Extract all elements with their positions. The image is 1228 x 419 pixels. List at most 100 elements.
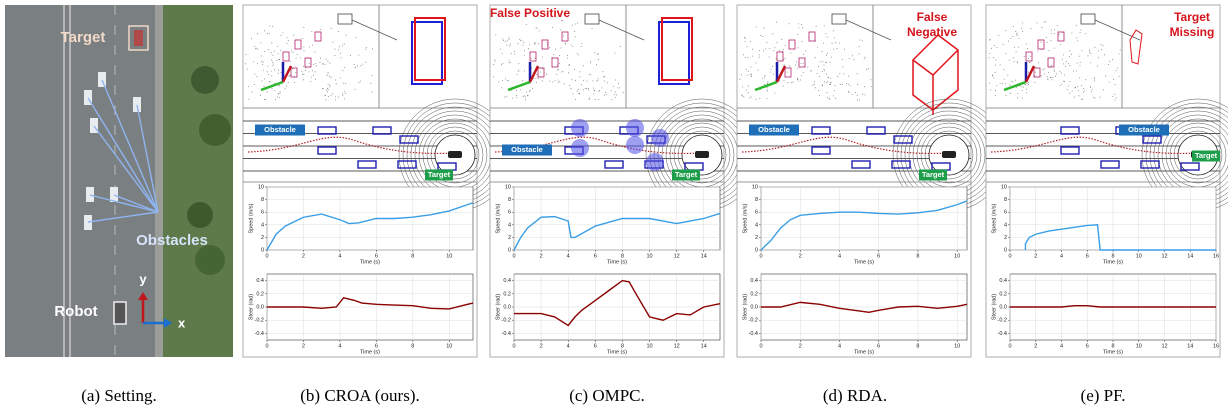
target-label: Target [428, 170, 451, 179]
x-tick-label: 2 [540, 253, 543, 259]
x-tick-label: 6 [594, 343, 597, 349]
x-tick-label: 0 [512, 253, 515, 259]
method-panel: False PositiveObstacleTarget024681002468… [490, 5, 758, 357]
phantom-obstacle [651, 129, 669, 147]
x-tick-label: 10 [1136, 343, 1142, 349]
obstacle-label: Obstacle [1128, 125, 1160, 134]
phantom-obstacle [646, 153, 664, 171]
x-tick-label: 4 [338, 253, 341, 259]
setting-panel: Target Obstacles Robot y x [5, 5, 233, 357]
x-tick-label: 6 [1086, 253, 1089, 259]
y-tick-label: 4 [755, 222, 758, 228]
robot-box [114, 302, 126, 324]
obstacle-label: Obstacle [758, 125, 790, 134]
y-axis-label: Steer (rad) [991, 294, 997, 320]
obstacle-label: Obstacle [264, 125, 296, 134]
y-tick-label: 0.2 [256, 291, 264, 297]
y-tick-label: 2 [1004, 235, 1007, 241]
y-tick-label: 0.0 [256, 304, 264, 310]
y-tick-label: -0.4 [749, 331, 758, 337]
y-axis-label: Steer (rad) [248, 294, 254, 320]
figure: Target Obstacles Robot y x (a) Setting.(… [0, 0, 1228, 419]
target-label: Target [61, 29, 106, 46]
y-tick-label: 8 [261, 197, 264, 203]
x-axis-label: Time (s) [607, 349, 627, 355]
phantom-obstacle [626, 136, 644, 154]
y-tick-label: 8 [508, 197, 511, 203]
x-tick-label: 6 [1086, 343, 1089, 349]
annotation: False [917, 10, 948, 24]
x-tick-label: 4 [838, 343, 841, 349]
annotation: Negative [907, 25, 957, 39]
y-tick-label: -0.2 [502, 318, 511, 324]
x-tick-label: 10 [446, 343, 452, 349]
x-tick-label: 0 [1008, 253, 1011, 259]
x-tick-label: 4 [338, 343, 341, 349]
y-tick-label: 0.2 [999, 291, 1007, 297]
y-tick-label: 4 [508, 222, 511, 228]
y-tick-label: 0.4 [503, 278, 511, 284]
x-axis-label: Time (s) [1103, 259, 1123, 265]
x-tick-label: 4 [1060, 343, 1063, 349]
y-tick-label: 6 [755, 210, 758, 216]
x-tick-label: 14 [701, 343, 707, 349]
x-tick-label: 4 [1060, 253, 1063, 259]
x-tick-label: 8 [411, 343, 414, 349]
y-axis-label: Speed (m/s) [742, 203, 748, 233]
x-tick-label: 8 [916, 343, 919, 349]
target-label: Target [1195, 151, 1218, 160]
target-label: Target [675, 170, 698, 179]
caption: (c) OMPC. [569, 386, 645, 405]
x-axis-label: Time (s) [1103, 349, 1123, 355]
x-tick-label: 0 [759, 253, 762, 259]
phantom-obstacle [571, 139, 589, 157]
y-tick-label: 10 [258, 184, 264, 190]
x-tick-label: 4 [567, 343, 570, 349]
x-tick-label: 8 [916, 253, 919, 259]
tree [199, 114, 231, 146]
x-tick-label: 0 [1008, 343, 1011, 349]
axis-x-label: x [178, 315, 186, 330]
y-tick-label: 6 [261, 210, 264, 216]
x-tick-label: 12 [674, 343, 680, 349]
y-tick-label: 8 [755, 197, 758, 203]
y-tick-label: 0 [1004, 247, 1007, 253]
x-tick-label: 4 [838, 253, 841, 259]
annotation: Target [1174, 10, 1210, 24]
x-tick-label: 12 [674, 253, 680, 259]
axis-y-label: y [139, 271, 147, 286]
x-tick-label: 10 [646, 343, 652, 349]
x-tick-label: 2 [302, 253, 305, 259]
y-tick-label: 0 [261, 247, 264, 253]
phantom-obstacle [626, 119, 644, 137]
robot-car [695, 151, 709, 158]
x-tick-label: 0 [512, 343, 515, 349]
y-tick-label: -0.4 [255, 331, 264, 337]
y-tick-label: 6 [1004, 210, 1007, 216]
y-tick-label: 2 [261, 235, 264, 241]
y-tick-label: 0.2 [503, 291, 511, 297]
y-tick-label: -0.4 [998, 331, 1007, 337]
x-tick-label: 14 [1187, 343, 1193, 349]
target-label: Target [922, 170, 945, 179]
y-tick-label: 0.0 [503, 304, 511, 310]
y-tick-label: 10 [505, 184, 511, 190]
y-tick-label: -0.2 [255, 318, 264, 324]
y-tick-label: 0.0 [999, 304, 1007, 310]
x-axis-label: Time (s) [854, 349, 874, 355]
robot-car [448, 151, 462, 158]
x-tick-label: 10 [446, 253, 452, 259]
x-tick-label: 2 [1034, 253, 1037, 259]
caption: (d) RDA. [823, 386, 887, 405]
y-axis-label: Speed (m/s) [991, 203, 997, 233]
obstacle-label: Obstacle [511, 145, 543, 154]
x-tick-label: 2 [799, 343, 802, 349]
y-tick-label: -0.4 [502, 331, 511, 337]
x-tick-label: 0 [265, 343, 268, 349]
x-axis-label: Time (s) [854, 259, 874, 265]
x-axis-label: Time (s) [607, 259, 627, 265]
x-tick-label: 4 [567, 253, 570, 259]
y-tick-label: 8 [1004, 197, 1007, 203]
y-tick-label: 4 [261, 222, 264, 228]
